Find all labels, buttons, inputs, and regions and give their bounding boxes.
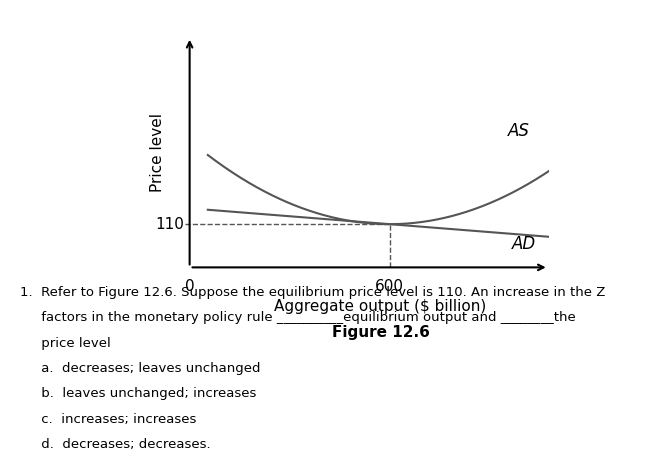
Text: 110: 110 xyxy=(155,217,184,232)
Text: price level: price level xyxy=(20,337,110,349)
Text: AD: AD xyxy=(512,235,536,254)
Text: c.  increases; increases: c. increases; increases xyxy=(20,413,196,426)
Text: 1.  Refer to Figure 12.6. Suppose the equilibrium price level is 110. An increas: 1. Refer to Figure 12.6. Suppose the equ… xyxy=(20,286,605,299)
Text: AS: AS xyxy=(508,122,529,140)
Text: Price level: Price level xyxy=(150,112,165,192)
Text: Figure 12.6: Figure 12.6 xyxy=(332,325,430,340)
Text: 0: 0 xyxy=(185,279,194,294)
Text: b.  leaves unchanged; increases: b. leaves unchanged; increases xyxy=(20,387,256,400)
Text: Aggregate output ($ billion): Aggregate output ($ billion) xyxy=(274,299,486,314)
Text: a.  decreases; leaves unchanged: a. decreases; leaves unchanged xyxy=(20,362,260,375)
Text: 600: 600 xyxy=(375,279,404,294)
Text: d.  decreases; decreases.: d. decreases; decreases. xyxy=(20,438,210,451)
Text: factors in the monetary policy rule __________equilibrium output and ________the: factors in the monetary policy rule ____… xyxy=(20,311,576,324)
